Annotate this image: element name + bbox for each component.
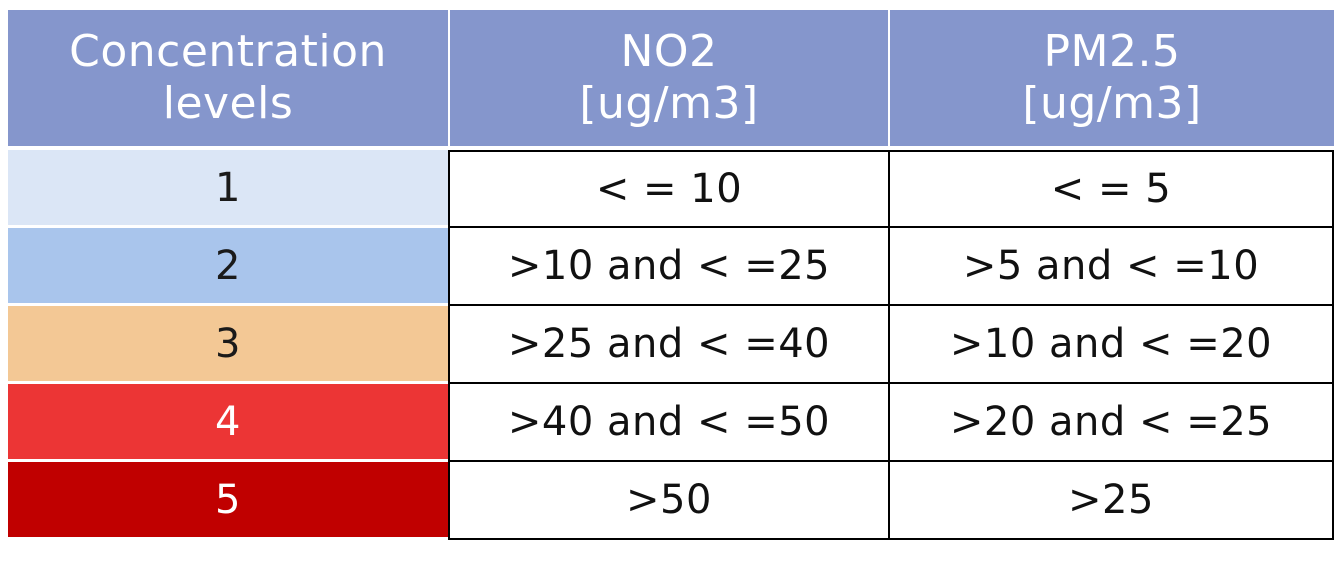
header-concentration-levels: Concentration levels — [8, 10, 448, 150]
header-no2-line-2: [ug/m3] — [579, 78, 759, 129]
level-cell-4: 4 — [8, 384, 448, 462]
header-concentration-levels-line-2: levels — [162, 78, 294, 129]
header-no2-line-1: NO2 — [620, 26, 718, 78]
level-cell-1: 1 — [8, 150, 448, 228]
pm25-value-level-2: >5 and < =10 — [888, 228, 1334, 306]
header-pm25: PM2.5 [ug/m3] — [888, 10, 1334, 150]
header-no2: NO2 [ug/m3] — [448, 10, 888, 150]
header-pm25-line-2: [ug/m3] — [1022, 78, 1202, 129]
no2-value-level-3: >25 and < =40 — [448, 306, 888, 384]
no2-value-level-4: >40 and < =50 — [448, 384, 888, 462]
pm25-value-level-3: >10 and < =20 — [888, 306, 1334, 384]
no2-value-level-2: >10 and < =25 — [448, 228, 888, 306]
pm25-value-level-5: >25 — [888, 462, 1334, 540]
level-cell-5: 5 — [8, 462, 448, 540]
pm25-value-level-1: < = 5 — [888, 150, 1334, 228]
header-pm25-line-1: PM2.5 — [1043, 26, 1181, 78]
no2-value-level-5: >50 — [448, 462, 888, 540]
concentration-levels-table: Concentration levels NO2 [ug/m3] PM2.5 [… — [8, 10, 1334, 540]
pm25-value-level-4: >20 and < =25 — [888, 384, 1334, 462]
level-cell-2: 2 — [8, 228, 448, 306]
header-concentration-levels-line-1: Concentration — [69, 26, 387, 78]
level-cell-3: 3 — [8, 306, 448, 384]
no2-value-level-1: < = 10 — [448, 150, 888, 228]
